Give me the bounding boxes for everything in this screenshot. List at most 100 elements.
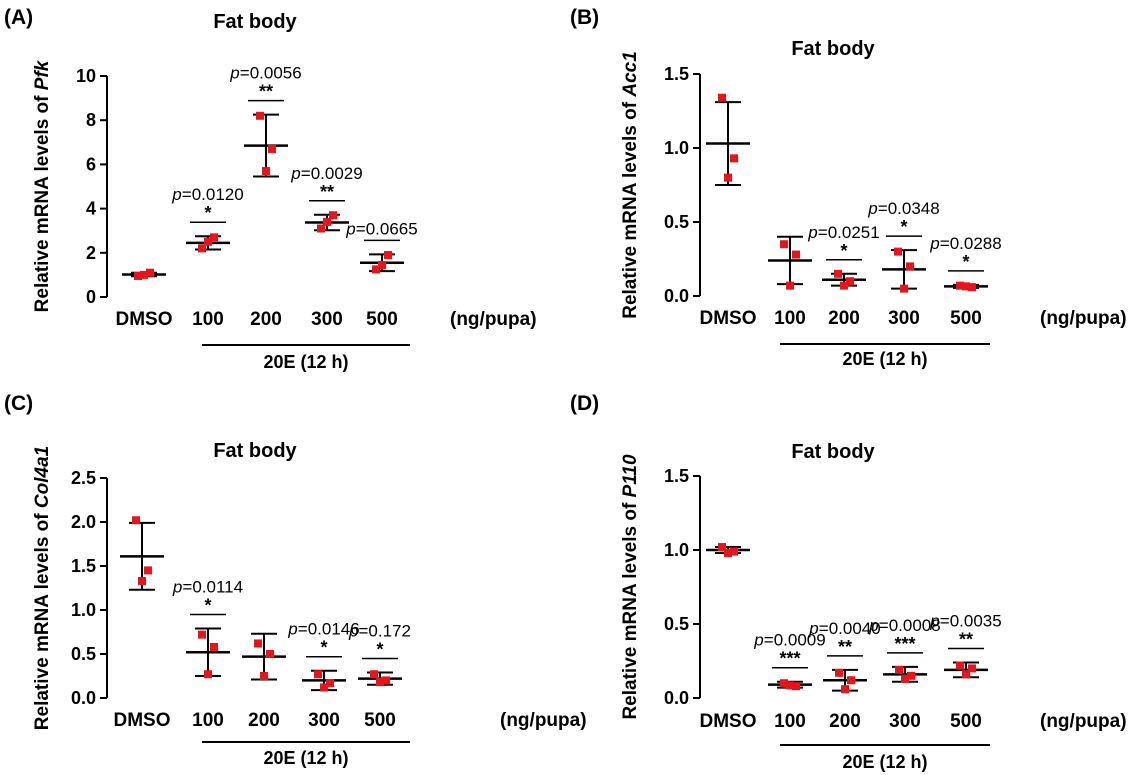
data-point bbox=[956, 281, 964, 290]
chart-title: Fat body bbox=[791, 38, 875, 60]
p-value-label: p=0.0040 bbox=[808, 619, 880, 638]
x-unit-label: (ng/pupa) bbox=[450, 309, 537, 330]
data-point bbox=[210, 233, 218, 242]
p-value-label: p=0.0029 bbox=[290, 164, 362, 183]
x-tick-label: DMSO bbox=[114, 710, 171, 731]
chart-title: Fat body bbox=[213, 11, 297, 33]
data-point bbox=[724, 548, 732, 557]
y-axis-label-prefix: Relative mRNA levels of bbox=[32, 90, 53, 312]
y-axis-label-gene: Pfk bbox=[32, 59, 53, 90]
x-tick-label: 500 bbox=[950, 308, 982, 329]
data-point bbox=[835, 668, 843, 677]
significance-stars: * bbox=[962, 252, 969, 272]
data-point bbox=[140, 270, 148, 279]
y-tick-label: 2 bbox=[86, 243, 96, 263]
group-label: 20E (12 h) bbox=[842, 752, 927, 772]
p-symbol: p bbox=[290, 164, 300, 183]
data-point bbox=[320, 683, 328, 692]
x-tick-label: DMSO bbox=[700, 711, 757, 732]
data-point bbox=[146, 268, 154, 277]
p-value: =0.0348 bbox=[878, 199, 940, 218]
p-value-label: p=0.0008 bbox=[868, 616, 940, 635]
y-axis-label: Relative mRNA levels of Acc1 bbox=[620, 51, 641, 319]
y-axis-label: Relative mRNA levels of P110 bbox=[620, 454, 641, 720]
data-point bbox=[906, 262, 914, 271]
p-symbol: p bbox=[348, 621, 358, 640]
data-point bbox=[198, 630, 206, 639]
p-symbol: p bbox=[345, 219, 355, 238]
p-value: =0.0009 bbox=[764, 631, 826, 650]
p-symbol: p bbox=[287, 620, 297, 639]
data-point bbox=[847, 676, 855, 685]
p-symbol: p bbox=[868, 616, 878, 635]
y-tick-label: 1.5 bbox=[71, 556, 96, 576]
data-point bbox=[846, 277, 854, 286]
data-point bbox=[841, 685, 849, 694]
p-value: =0.0114 bbox=[182, 577, 243, 596]
data-point bbox=[317, 224, 325, 233]
x-tick-label: 300 bbox=[311, 309, 343, 330]
x-tick-label: 500 bbox=[364, 710, 396, 731]
p-value: =0.0040 bbox=[819, 619, 881, 638]
p-symbol: p bbox=[929, 611, 939, 630]
group-label: 20E (12 h) bbox=[263, 352, 348, 372]
panel-label: (D) bbox=[570, 392, 599, 415]
data-point bbox=[326, 679, 334, 688]
y-tick-label: 1.5 bbox=[664, 466, 689, 486]
significance-stars: * bbox=[900, 217, 907, 237]
data-point bbox=[956, 661, 964, 670]
data-point bbox=[780, 679, 788, 688]
data-point bbox=[384, 251, 392, 260]
x-tick-label: 300 bbox=[888, 308, 920, 329]
chart-title: Fat body bbox=[213, 440, 297, 462]
p-value-label: p=0.0120 bbox=[171, 185, 243, 204]
significance-stars: * bbox=[320, 638, 327, 658]
p-value: =0.0146 bbox=[298, 620, 360, 639]
p-symbol: p bbox=[171, 185, 181, 204]
significance-stars: *** bbox=[779, 649, 800, 669]
y-tick-label: 2.0 bbox=[71, 512, 96, 532]
p-value: =0.0008 bbox=[879, 616, 941, 635]
data-point bbox=[895, 665, 903, 674]
chart-panel: (B) Fat body Relative mRNA levels of Acc1 0… bbox=[570, 6, 1127, 369]
x-unit-label: (ng/pupa) bbox=[1040, 308, 1127, 329]
y-axis-label-prefix: Relative mRNA levels of bbox=[32, 508, 53, 730]
data-point bbox=[372, 265, 380, 274]
data-point bbox=[198, 244, 206, 253]
p-value-label: p=0.0288 bbox=[929, 234, 1001, 253]
y-tick-label: 0.0 bbox=[71, 688, 96, 708]
data-point bbox=[724, 173, 732, 182]
data-point bbox=[730, 547, 738, 556]
y-tick-label: 0 bbox=[86, 287, 96, 307]
p-value: =0.0120 bbox=[182, 185, 244, 204]
data-point bbox=[204, 670, 212, 679]
data-point bbox=[718, 543, 726, 552]
data-point bbox=[132, 516, 140, 525]
p-symbol: p bbox=[807, 223, 817, 242]
data-point bbox=[138, 576, 146, 585]
p-value-label: p=0.0146 bbox=[287, 620, 359, 639]
p-value: =0.0056 bbox=[240, 64, 302, 83]
chart-panel: (D) Fat body Relative mRNA levels of P110 0… bbox=[570, 392, 1127, 772]
p-value: =0.0288 bbox=[940, 234, 1002, 253]
y-tick-label: 0.0 bbox=[664, 286, 689, 306]
y-tick-label: 1.0 bbox=[664, 540, 689, 560]
x-tick-label: 200 bbox=[248, 710, 280, 731]
y-tick-label: 0.5 bbox=[664, 614, 689, 634]
x-tick-label: 100 bbox=[774, 711, 806, 732]
y-axis-label: Relative mRNA levels of Col4a1 bbox=[32, 446, 53, 730]
x-unit-label: (ng/pupa) bbox=[500, 710, 587, 731]
data-point bbox=[260, 672, 268, 680]
data-point bbox=[323, 217, 331, 226]
chart-panel: (C) Fat body Relative mRNA levels of Col4a… bbox=[4, 392, 587, 768]
x-tick-label: 200 bbox=[250, 309, 282, 330]
data-point bbox=[786, 281, 794, 290]
x-tick-label: DMSO bbox=[116, 309, 173, 330]
y-axis-label-gene: Col4a1 bbox=[32, 446, 53, 508]
p-value: =0.172 bbox=[358, 621, 410, 640]
p-value-label: p=0.0665 bbox=[345, 219, 417, 238]
p-symbol: p bbox=[929, 234, 939, 253]
y-tick-label: 0.5 bbox=[71, 644, 96, 664]
x-tick-label: 200 bbox=[828, 308, 860, 329]
